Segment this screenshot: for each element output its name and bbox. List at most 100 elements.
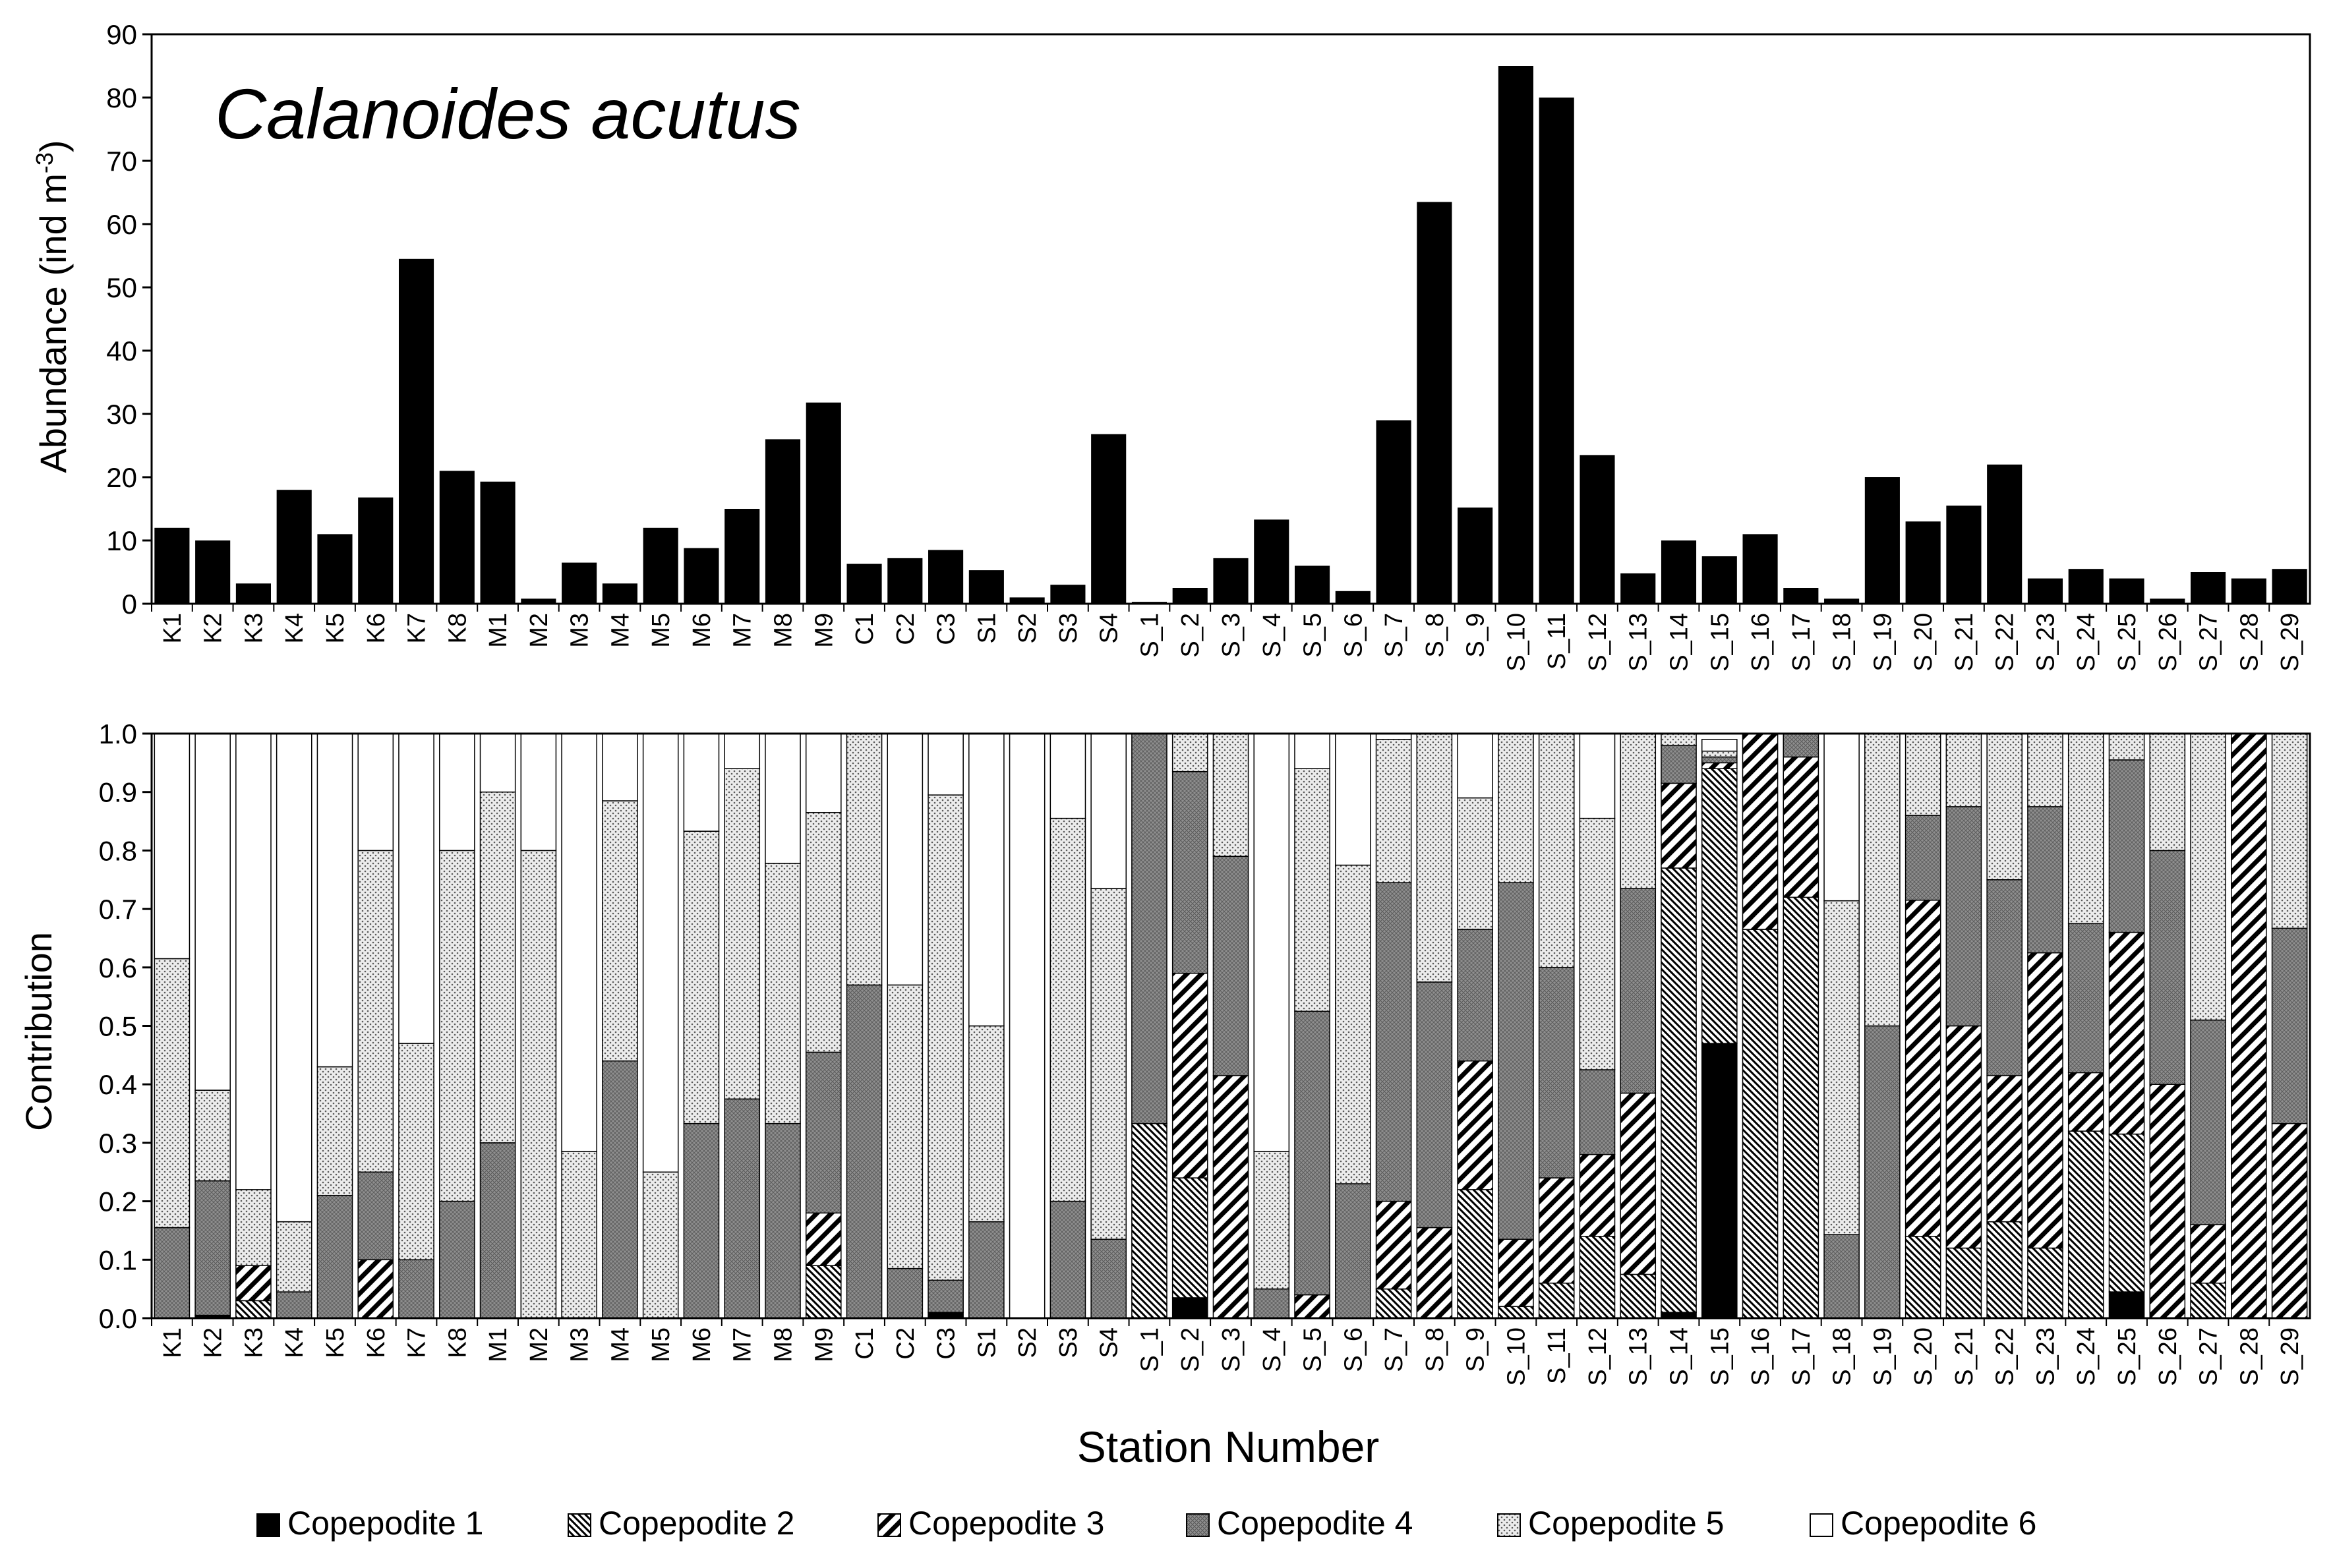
contribution-x-tick-label: S_11 (1543, 1327, 1571, 1384)
abundance-bar (1783, 588, 1819, 604)
abundance-bar (276, 490, 312, 604)
abundance-x-tick-label: S_17 (1788, 613, 1816, 672)
contribution-segment-copepodite-5 (1620, 733, 1657, 889)
abundance-x-tick-label: S_13 (1625, 613, 1653, 672)
contribution-x-tick-label: K2 (200, 1327, 227, 1358)
abundance-bars (154, 66, 2307, 604)
contribution-segment-copepodite-6 (479, 733, 516, 793)
contribution-y-tick-label: 0.7 (99, 894, 137, 925)
abundance-bar (684, 548, 719, 604)
contribution-segment-copepodite-3 (1986, 1075, 2023, 1223)
contribution-segment-copepodite-3 (2149, 1084, 2186, 1319)
contribution-x-tick-label: S4 (1096, 1327, 1123, 1358)
contribution-segment-copepodite-4 (1416, 981, 1453, 1229)
contribution-segment-copepodite-4 (1457, 929, 1493, 1062)
contribution-segment-copepodite-5 (2190, 733, 2226, 1021)
contribution-segment-copepodite-3 (1457, 1060, 1493, 1190)
contribution-x-tick-label: S_16 (1747, 1327, 1775, 1386)
contribution-segment-copepodite-4 (683, 1122, 720, 1319)
contribution-x-tick-label: K5 (322, 1327, 349, 1358)
contribution-segment-copepodite-3 (805, 1212, 842, 1266)
contribution-segment-copepodite-4 (1620, 888, 1657, 1094)
contribution-segment-copepodite-4 (2027, 806, 2063, 954)
contribution-segment-copepodite-4 (1131, 733, 1167, 1124)
contribution-segment-copepodite-6 (520, 733, 557, 852)
x-axis-label: Station Number (1077, 1422, 1380, 1471)
contribution-segment-copepodite-3 (2108, 931, 2145, 1135)
contribution-segment-copepodite-6 (805, 733, 842, 813)
contribution-segment-copepodite-2 (1783, 896, 1819, 1319)
legend-label: Copepodite 4 (1217, 1505, 1413, 1542)
contribution-segment-copepodite-3 (2027, 952, 2063, 1249)
abundance-x-tick-label: S_29 (2276, 613, 2304, 672)
contribution-segment-copepodite-6 (1335, 733, 1371, 866)
abundance-x-tick-label: M7 (729, 613, 757, 648)
contribution-segment-copepodite-4 (2149, 850, 2186, 1085)
abundance-bar (1946, 506, 1982, 604)
abundance-bar (521, 598, 556, 604)
abundance-x-tick-label: S_19 (1869, 613, 1897, 672)
contribution-segment-copepodite-3 (235, 1265, 272, 1302)
contribution-x-tick-label: M6 (688, 1327, 716, 1362)
contribution-x-tick-label: S_13 (1625, 1327, 1653, 1386)
abundance-x-tick-label: M6 (688, 613, 716, 648)
abundance-x-tick-label: S_6 (1340, 613, 1367, 658)
contribution-segment-copepodite-2 (1375, 1288, 1412, 1319)
contribution-segment-copepodite-3 (357, 1259, 394, 1319)
contribution-segment-copepodite-4 (1212, 856, 1249, 1076)
contribution-x-tick-label: C1 (851, 1327, 879, 1360)
contribution-segment-copepodite-5 (887, 984, 924, 1269)
abundance-bar (1091, 434, 1127, 604)
contribution-segment-copepodite-3 (1783, 756, 1819, 898)
contribution-segment-copepodite-5 (2108, 733, 2145, 761)
abundance-y-tick-label: 20 (106, 462, 137, 493)
abundance-y-tick-label: 70 (106, 146, 137, 177)
legend-swatch (1810, 1513, 1833, 1537)
contribution-y-tick-label: 0.8 (99, 835, 137, 866)
contribution-segment-copepodite-6 (1701, 739, 1738, 752)
contribution-x-tick-label: M9 (810, 1327, 838, 1362)
abundance-y-tick-label: 0 (122, 589, 137, 620)
contribution-x-tick-label: M4 (606, 1327, 634, 1362)
abundance-bar (968, 570, 1004, 604)
abundance-x-tick-label: M2 (525, 613, 553, 648)
contribution-segment-copepodite-6 (154, 733, 191, 960)
abundance-x-tick-label: S_7 (1380, 613, 1408, 658)
abundance-x-tick-label: S1 (973, 613, 1001, 643)
contribution-segment-copepodite-6 (1579, 733, 1616, 819)
abundance-bar (806, 402, 841, 604)
contribution-segment-copepodite-6 (398, 733, 434, 1044)
abundance-x-tick-label: S_8 (1421, 613, 1449, 658)
abundance-x-tick-label: S_10 (1502, 613, 1530, 672)
abundance-x-tick-label: M8 (769, 613, 797, 648)
contribution-segment-copepodite-3 (1538, 1177, 1575, 1284)
contribution-x-tick-label: S_14 (1666, 1327, 1694, 1386)
contribution-segment-copepodite-4 (154, 1227, 191, 1319)
contribution-segment-copepodite-4 (194, 1180, 231, 1316)
contribution-x-tick-label: M7 (729, 1327, 757, 1362)
contribution-segment-copepodite-6 (357, 733, 394, 852)
contribution-segment-copepodite-5 (561, 1151, 597, 1319)
contribution-segment-copepodite-5 (357, 850, 394, 1173)
abundance-bar (480, 481, 516, 604)
contribution-segment-copepodite-4 (2067, 923, 2104, 1074)
contribution-segment-copepodite-2 (805, 1265, 842, 1319)
contribution-segment-copepodite-4 (1701, 756, 1738, 764)
contribution-segment-copepodite-2 (235, 1300, 272, 1319)
contribution-segment-copepodite-6 (1294, 733, 1330, 769)
contribution-segment-copepodite-6 (602, 733, 638, 801)
legend-swatch (1186, 1513, 1210, 1537)
contribution-segment-copepodite-2 (1742, 929, 1779, 1319)
legend: Copepodite 1 Copepodite 2 Copepodite 3 Cope… (256, 1505, 2036, 1542)
abundance-bar (1701, 556, 1737, 604)
abundance-x-tick-label: S_26 (2154, 613, 2182, 672)
contribution-segment-copepodite-4 (1253, 1288, 1290, 1319)
contribution-segment-copepodite-6 (683, 733, 720, 832)
abundance-x-tick-label: S_15 (1706, 613, 1734, 672)
contribution-segment-copepodite-4 (765, 1122, 801, 1319)
abundance-x-tick-label: S_18 (1829, 613, 1856, 672)
contribution-x-tick-label: S2 (1014, 1327, 1042, 1358)
abundance-bar (2272, 569, 2307, 604)
contribution-x-tick-label: K7 (403, 1327, 431, 1358)
